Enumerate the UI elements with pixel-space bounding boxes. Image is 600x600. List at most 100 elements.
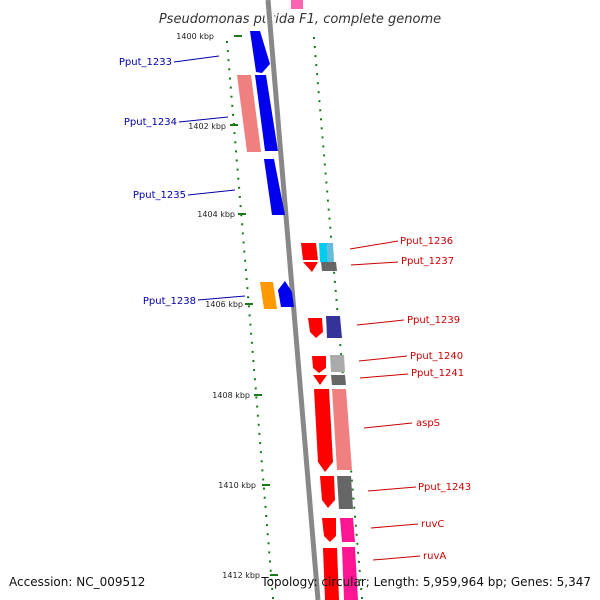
tick-mark bbox=[266, 524, 268, 527]
gene-arrow[interactable] bbox=[340, 518, 355, 542]
tick-mark bbox=[269, 569, 272, 572]
scale-ticks: 1400 kbp 1402 kbp 1404 kbp 1406 kbp 1408… bbox=[176, 32, 278, 580]
tick-mark bbox=[355, 533, 358, 536]
gene-arrow[interactable] bbox=[319, 243, 328, 262]
gene-arrow[interactable] bbox=[337, 476, 353, 509]
scale-tick-label: 1404 kbp bbox=[197, 210, 235, 219]
gene-arrow[interactable] bbox=[308, 318, 323, 338]
gene-arrow[interactable] bbox=[332, 389, 352, 470]
scale-tick: 1400 kbp bbox=[176, 32, 242, 41]
scale-tick: 1404 kbp bbox=[197, 210, 246, 219]
tick-mark bbox=[267, 542, 270, 545]
gene-arrow[interactable] bbox=[313, 375, 327, 385]
gene-label-text[interactable]: Pput_1234 bbox=[124, 117, 177, 128]
tick-mark bbox=[264, 505, 267, 508]
tick-mark bbox=[259, 442, 262, 444]
gene-arrow[interactable] bbox=[237, 75, 261, 152]
gene-label[interactable]: ruvC bbox=[370, 519, 444, 530]
tick-mark bbox=[269, 560, 271, 563]
tick-mark bbox=[325, 181, 328, 184]
gene-arrow[interactable] bbox=[326, 316, 342, 338]
forward-strand-features bbox=[237, 31, 294, 309]
gene-label[interactable]: Pput_1243 bbox=[367, 482, 471, 493]
scale-tick-label: 1408 kbp bbox=[212, 391, 250, 400]
gene-arrow[interactable] bbox=[278, 281, 294, 307]
tick-mark bbox=[251, 350, 254, 353]
scale-tick-label: 1406 kbp bbox=[205, 300, 243, 309]
gene-arrow[interactable] bbox=[312, 356, 326, 373]
gene-arrow[interactable] bbox=[314, 389, 333, 472]
tick-mark bbox=[244, 268, 247, 271]
gene-label-text[interactable]: Pput_1235 bbox=[133, 190, 186, 201]
gene-label[interactable]: Pput_1236 bbox=[349, 236, 453, 250]
gene-label-text[interactable]: Pput_1240 bbox=[410, 351, 463, 362]
gene-arrow[interactable] bbox=[320, 476, 335, 508]
gene-label[interactable]: Pput_1233 bbox=[119, 55, 220, 68]
gene-label[interactable]: ruvA bbox=[372, 551, 446, 562]
gene-label[interactable]: Pput_1240 bbox=[358, 351, 463, 362]
gene-label[interactable]: Pput_1234 bbox=[124, 116, 229, 128]
tick-mark bbox=[228, 68, 231, 71]
gene-arrow[interactable] bbox=[322, 518, 336, 542]
gene-label-text[interactable]: ruvC bbox=[421, 519, 444, 530]
tick-mark bbox=[231, 104, 234, 107]
gene-label-text[interactable]: Pput_1237 bbox=[401, 256, 454, 267]
tick-mark bbox=[248, 314, 251, 317]
tick-mark bbox=[238, 186, 241, 189]
tick-mark bbox=[330, 235, 332, 238]
tick-mark bbox=[316, 73, 319, 76]
tick-mark bbox=[263, 487, 265, 490]
tick-mark bbox=[315, 64, 318, 67]
tick-mark bbox=[238, 196, 241, 198]
tick-mark bbox=[268, 551, 271, 554]
gene-label[interactable]: Pput_1235 bbox=[133, 189, 236, 201]
gene-arrow[interactable] bbox=[250, 31, 270, 73]
gene-arrow[interactable] bbox=[303, 262, 318, 272]
gene-label[interactable]: Pput_1237 bbox=[350, 256, 454, 267]
gene-label-text[interactable]: Pput_1233 bbox=[119, 57, 172, 68]
gene-label-text[interactable]: Pput_1239 bbox=[407, 315, 460, 326]
gene-label-text[interactable]: Pput_1243 bbox=[418, 482, 471, 493]
gene-arrow[interactable] bbox=[255, 75, 278, 151]
tick-mark bbox=[243, 250, 246, 253]
genome-summary: Topology: circular; Length: 5,959,964 bp… bbox=[261, 575, 591, 589]
tick-mark bbox=[235, 159, 238, 162]
tick-mark bbox=[361, 597, 363, 599]
tick-mark bbox=[255, 396, 258, 399]
tick-mark bbox=[245, 278, 248, 280]
gene-label-text[interactable]: ruvA bbox=[423, 551, 446, 562]
gene-label-text[interactable]: aspS bbox=[416, 418, 440, 429]
gene-label[interactable]: Pput_1239 bbox=[356, 315, 460, 326]
gene-arrow[interactable] bbox=[342, 547, 358, 600]
tick-mark bbox=[249, 323, 252, 326]
tick-mark bbox=[271, 587, 274, 590]
gene-arrow[interactable] bbox=[327, 243, 334, 262]
gene-label-text[interactable]: Pput_1241 bbox=[411, 368, 464, 379]
gene-label-text[interactable]: Pput_1238 bbox=[143, 296, 196, 307]
tick-mark bbox=[246, 287, 249, 290]
tick-mark bbox=[227, 59, 230, 62]
tick-mark bbox=[266, 533, 269, 536]
tick-mark bbox=[263, 496, 266, 499]
tick-mark bbox=[258, 432, 261, 435]
gene-arrow[interactable] bbox=[301, 243, 318, 260]
tick-mark bbox=[320, 127, 323, 130]
tick-mark bbox=[260, 460, 263, 463]
tick-mark bbox=[252, 360, 255, 362]
tick-mark bbox=[261, 469, 264, 472]
gene-arrow[interactable] bbox=[260, 282, 277, 309]
gene-label[interactable]: Pput_1238 bbox=[143, 295, 246, 307]
gene-arrow[interactable] bbox=[321, 262, 337, 271]
gene-arrow[interactable] bbox=[264, 159, 285, 215]
gene-label[interactable]: aspS bbox=[363, 418, 440, 429]
gene-label-text[interactable]: Pput_1236 bbox=[400, 236, 453, 247]
gene-label[interactable]: Pput_1241 bbox=[359, 368, 464, 379]
tick-mark bbox=[340, 353, 343, 356]
gene-arrow[interactable] bbox=[330, 355, 345, 372]
tick-mark bbox=[316, 82, 319, 85]
tick-mark bbox=[233, 132, 236, 135]
gene-arrow[interactable] bbox=[331, 375, 346, 385]
gene-arrow[interactable] bbox=[323, 548, 339, 600]
tick-mark bbox=[357, 560, 360, 563]
